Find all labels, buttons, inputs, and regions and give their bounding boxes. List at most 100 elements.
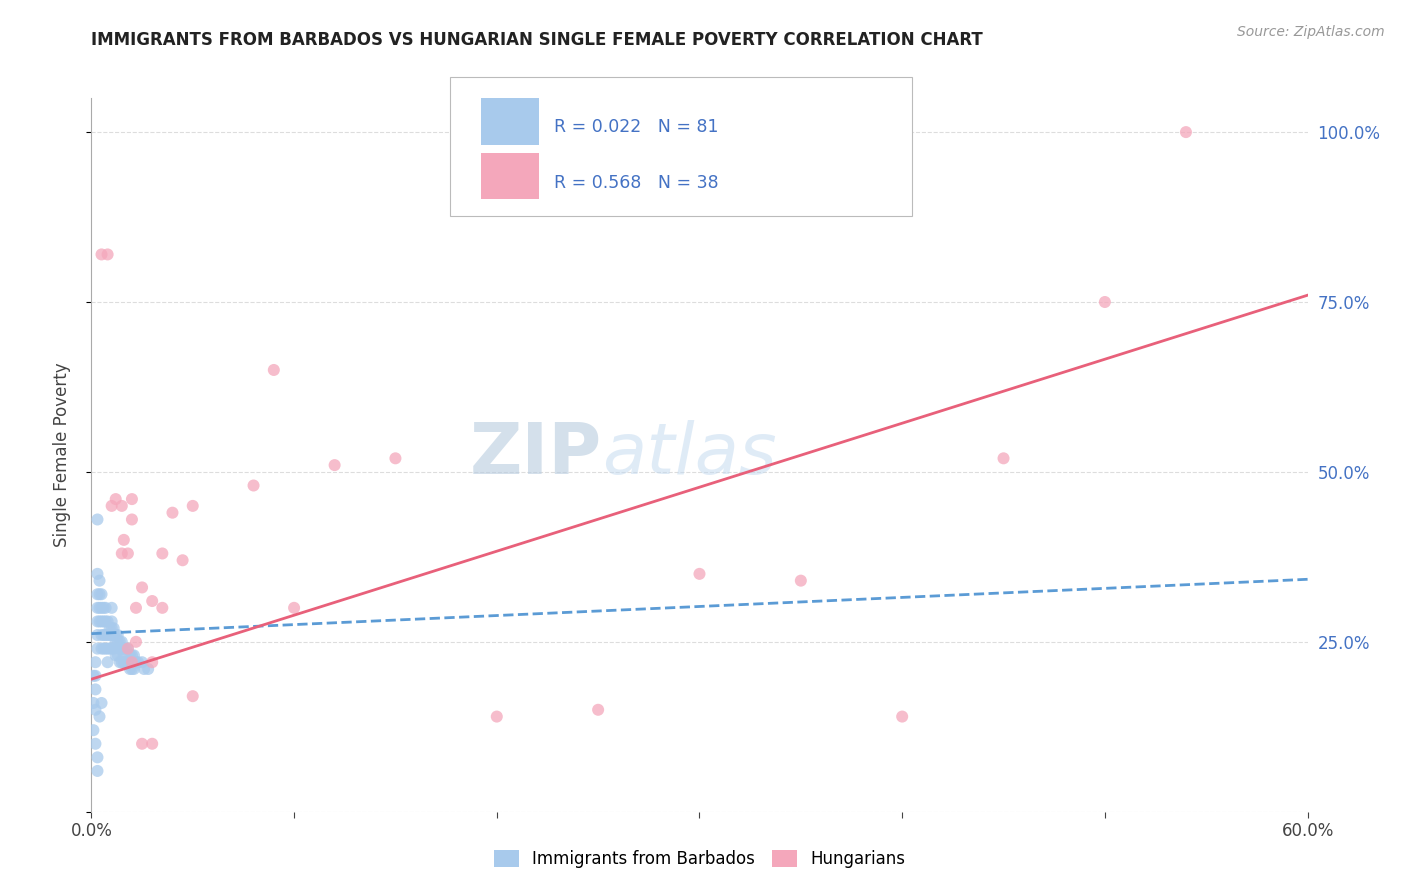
Point xyxy=(84,682,107,697)
Point xyxy=(121,492,143,507)
Point xyxy=(103,621,125,635)
Point xyxy=(485,709,508,723)
Point xyxy=(141,655,163,669)
Point xyxy=(108,655,131,669)
Point xyxy=(283,600,305,615)
Legend: Immigrants from Barbados, Hungarians: Immigrants from Barbados, Hungarians xyxy=(484,840,915,879)
Point xyxy=(86,764,108,778)
Point xyxy=(1175,125,1198,139)
Point xyxy=(97,628,120,642)
Point xyxy=(117,546,139,560)
Point xyxy=(84,703,107,717)
Point xyxy=(115,641,138,656)
Point xyxy=(104,648,127,663)
Point xyxy=(89,574,111,588)
Point xyxy=(790,574,813,588)
Point xyxy=(121,648,143,663)
Text: R = 0.022   N = 81: R = 0.022 N = 81 xyxy=(554,118,718,136)
Point xyxy=(100,628,122,642)
Point xyxy=(108,641,131,656)
Point xyxy=(111,546,134,560)
Point xyxy=(100,499,122,513)
Point xyxy=(93,615,115,629)
Point xyxy=(131,655,153,669)
Point xyxy=(150,546,173,560)
Point xyxy=(104,492,127,507)
Point xyxy=(98,621,121,635)
Point xyxy=(263,363,285,377)
Point xyxy=(121,655,143,669)
Point xyxy=(97,615,120,629)
Point xyxy=(136,662,159,676)
Text: atlas: atlas xyxy=(602,420,776,490)
Point xyxy=(82,723,104,738)
Point xyxy=(111,655,134,669)
Point xyxy=(86,628,108,642)
Text: IMMIGRANTS FROM BARBADOS VS HUNGARIAN SINGLE FEMALE POVERTY CORRELATION CHART: IMMIGRANTS FROM BARBADOS VS HUNGARIAN SI… xyxy=(91,31,983,49)
Point xyxy=(100,600,122,615)
Point xyxy=(86,512,108,526)
Point xyxy=(125,635,148,649)
Point xyxy=(90,587,112,601)
Point xyxy=(107,648,129,663)
Point xyxy=(125,600,148,615)
Point xyxy=(98,641,121,656)
Point xyxy=(89,600,111,615)
Point xyxy=(688,566,710,581)
Point xyxy=(112,641,135,656)
Point xyxy=(141,737,163,751)
Point xyxy=(586,703,609,717)
Point xyxy=(121,512,143,526)
Point xyxy=(104,628,127,642)
Point xyxy=(132,662,155,676)
Point xyxy=(122,648,145,663)
Bar xyxy=(481,153,538,200)
Point xyxy=(93,600,115,615)
Point xyxy=(141,594,163,608)
Point xyxy=(93,628,115,642)
Point xyxy=(125,655,148,669)
Point xyxy=(98,628,121,642)
Point xyxy=(90,628,112,642)
Point xyxy=(104,635,127,649)
Point xyxy=(90,615,112,629)
Point xyxy=(115,655,138,669)
Point xyxy=(242,478,264,492)
Point xyxy=(86,600,108,615)
Point xyxy=(162,506,184,520)
Point xyxy=(117,641,139,656)
Point xyxy=(323,458,346,472)
Point xyxy=(82,669,104,683)
Point xyxy=(181,499,204,513)
Point xyxy=(891,709,914,723)
Point xyxy=(100,641,122,656)
Point xyxy=(94,600,117,615)
Point xyxy=(94,615,117,629)
Point xyxy=(93,641,115,656)
Point xyxy=(84,737,107,751)
Point xyxy=(127,655,149,669)
Point xyxy=(103,641,125,656)
Point xyxy=(118,648,141,663)
Point xyxy=(112,648,135,663)
Point xyxy=(111,641,134,656)
Point xyxy=(94,641,117,656)
Point xyxy=(97,655,120,669)
Point xyxy=(108,635,131,649)
Point xyxy=(94,628,117,642)
Point xyxy=(150,600,173,615)
Point xyxy=(100,615,122,629)
Point xyxy=(112,655,135,669)
Point xyxy=(107,635,129,649)
Y-axis label: Single Female Poverty: Single Female Poverty xyxy=(52,363,70,547)
Point xyxy=(1094,295,1116,310)
Point xyxy=(89,615,111,629)
Point xyxy=(122,662,145,676)
Point xyxy=(89,709,111,723)
Point xyxy=(86,587,108,601)
Point xyxy=(131,581,153,595)
Point xyxy=(100,621,122,635)
Point xyxy=(82,696,104,710)
Point xyxy=(86,641,108,656)
Point xyxy=(84,669,107,683)
